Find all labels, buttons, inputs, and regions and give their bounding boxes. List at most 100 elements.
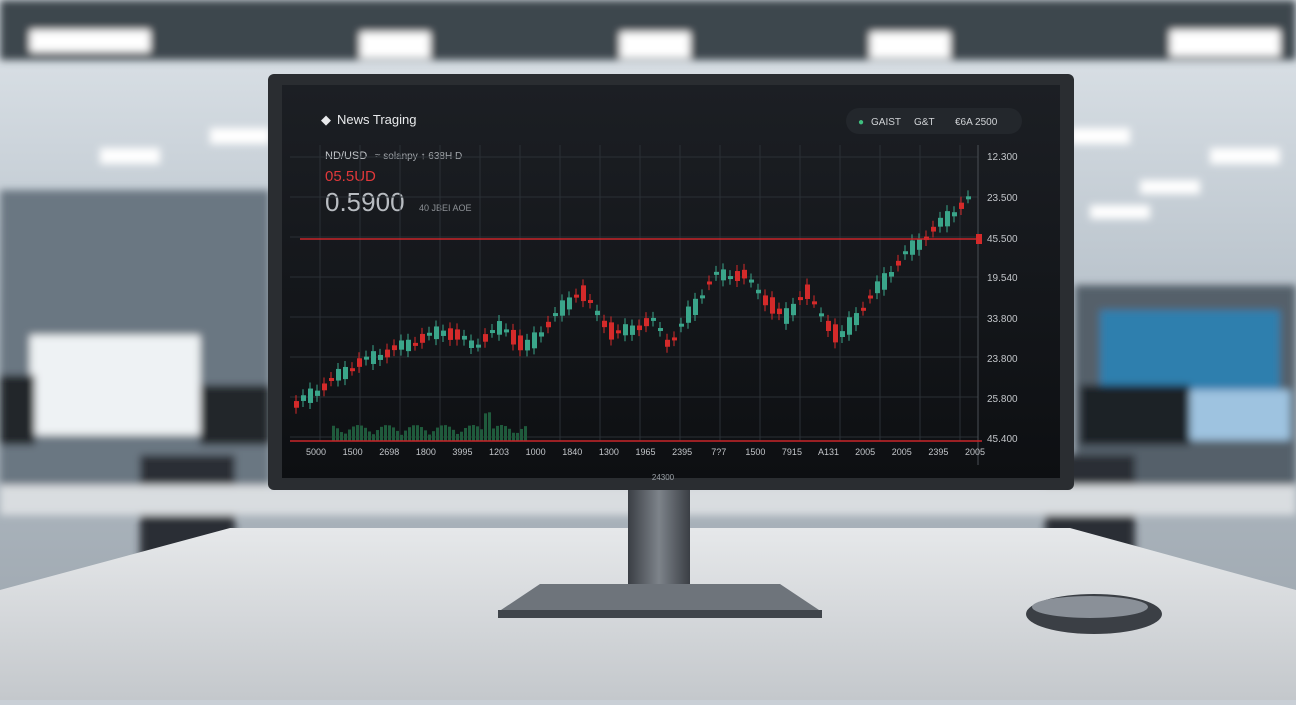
logo: News Traging	[337, 112, 416, 127]
x-tick-label: 1800	[416, 447, 436, 457]
candle-body	[756, 289, 761, 294]
x-tick-label: 1203	[489, 447, 509, 457]
volume-bar	[512, 432, 515, 441]
candle-body	[434, 326, 439, 340]
volume-bar	[364, 427, 367, 441]
candle-body	[861, 307, 866, 311]
y-tick-label: 23.500	[987, 193, 1018, 204]
price: 0.5900	[325, 187, 405, 217]
toolbar-button[interactable]: €6A 2500	[955, 117, 998, 128]
pair: ND/USD	[325, 150, 367, 162]
y-tick-label: 33.800	[987, 314, 1018, 325]
candle-body	[581, 285, 586, 302]
candle-body	[315, 390, 320, 396]
candle-body	[721, 269, 726, 281]
candle-body	[588, 299, 593, 303]
volume-bar	[412, 425, 415, 441]
candle-body	[553, 313, 558, 317]
candle-body	[917, 239, 922, 250]
candle-body	[707, 281, 712, 285]
x-tick-label: 2698	[379, 447, 399, 457]
candle-body	[686, 306, 691, 323]
price-marker	[976, 234, 982, 244]
volume-bar	[504, 426, 507, 441]
x-tick-label: 2395	[672, 447, 692, 457]
candle-body	[679, 323, 684, 327]
y-tick-label: 12.300	[987, 152, 1018, 163]
x-tick-label: 7?7	[711, 447, 726, 457]
candle-body	[959, 202, 964, 209]
volume-bar	[336, 428, 339, 441]
mouse-highlight	[1032, 596, 1148, 618]
toolbar-button[interactable]: G&T	[914, 117, 935, 128]
volume-bar	[360, 425, 363, 441]
candle-body	[406, 339, 411, 352]
candle-body	[455, 329, 460, 340]
volume-bar	[452, 429, 455, 441]
candle-body	[868, 295, 873, 299]
volume-bar	[444, 425, 447, 441]
x-tick-label: 1500	[745, 447, 765, 457]
volume-bar	[508, 428, 511, 441]
candle-body	[826, 320, 831, 331]
candle-body	[672, 337, 677, 341]
volume-bar	[424, 430, 427, 441]
candle-body	[798, 297, 803, 301]
candle-body	[875, 281, 880, 294]
candle-body	[812, 301, 817, 305]
candle-body	[763, 295, 768, 306]
x-tick-label: 5000	[306, 447, 326, 457]
candle-body	[497, 321, 502, 335]
volume-bar	[408, 427, 411, 441]
candle-body	[630, 325, 635, 335]
candle-body	[791, 303, 796, 316]
volume-bar	[340, 432, 343, 441]
toolbar-button[interactable]: GAIST	[871, 117, 901, 128]
candle-body	[511, 329, 516, 345]
volume-bar	[484, 413, 487, 441]
volume-bar	[372, 434, 375, 441]
volume-bar	[480, 429, 483, 441]
candle-body	[427, 332, 432, 336]
volume-bar	[492, 428, 495, 441]
candle-body	[483, 334, 488, 342]
x-tick-label: 1965	[635, 447, 655, 457]
x-tick-label: 1840	[562, 447, 582, 457]
x-tick-label: 1000	[526, 447, 546, 457]
candle-body	[441, 330, 446, 336]
candle-body	[777, 308, 782, 315]
candle-body	[546, 321, 551, 328]
volume-bar	[468, 425, 471, 441]
monitor-base	[498, 584, 822, 612]
volume-bar	[520, 428, 523, 441]
candle-body	[931, 226, 936, 232]
candle-body	[819, 313, 824, 317]
candle-body	[609, 322, 614, 340]
monitor-neck	[628, 486, 690, 584]
volume-bar	[448, 426, 451, 441]
candle-body	[700, 295, 705, 299]
volume-bar	[488, 412, 491, 441]
candle-body	[728, 276, 733, 280]
candle-body	[336, 368, 341, 381]
volume-bar	[388, 425, 391, 441]
candle-body	[329, 378, 334, 382]
x-tick-label: 2395	[928, 447, 948, 457]
y-tick-label: 45.500	[987, 234, 1018, 245]
volume-bar	[332, 425, 335, 441]
volume-bar	[460, 431, 463, 441]
candle-body	[301, 395, 306, 401]
volume-bar	[400, 434, 403, 441]
candle-body	[952, 212, 957, 217]
volume-bar	[368, 431, 371, 441]
candle-body	[742, 269, 747, 279]
candle-body	[308, 388, 313, 403]
volume-bar	[404, 430, 407, 441]
volume-bar	[436, 427, 439, 441]
candle-body	[665, 339, 670, 347]
volume-bar	[524, 426, 527, 441]
candle-body	[910, 240, 915, 255]
chart: 12.300 23.500 45.500 19.540 33.800 23.800 25.8…	[290, 145, 1018, 465]
